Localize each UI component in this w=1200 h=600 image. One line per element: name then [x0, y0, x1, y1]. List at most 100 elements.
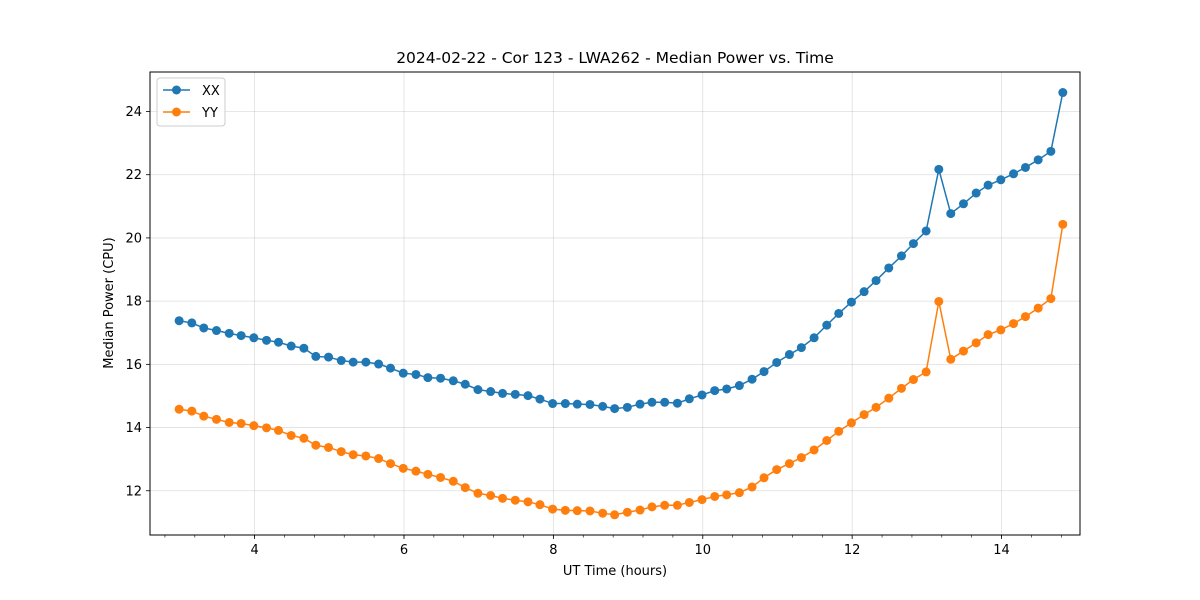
x-tick-label: 8: [549, 543, 557, 558]
data-point-xx: [635, 399, 645, 409]
data-point-yy: [236, 418, 246, 428]
data-point-yy: [523, 497, 533, 507]
data-point-xx: [822, 320, 832, 330]
data-point-yy: [809, 445, 819, 455]
legend-marker-xx: [172, 85, 181, 95]
data-point-yy: [199, 411, 209, 421]
data-point-xx: [1020, 162, 1030, 172]
data-point-xx: [411, 369, 421, 379]
data-point-xx: [1033, 155, 1043, 165]
data-point-yy: [1046, 294, 1056, 304]
data-point-xx: [460, 379, 470, 389]
data-point-yy: [187, 406, 197, 416]
data-point-xx: [734, 381, 744, 391]
x-tick-label: 6: [400, 543, 408, 558]
data-point-xx: [224, 328, 234, 338]
data-point-yy: [684, 497, 694, 507]
data-point-xx: [311, 351, 321, 361]
data-point-xx: [236, 331, 246, 341]
data-point-xx: [262, 335, 272, 345]
data-point-xx: [884, 263, 894, 273]
data-point-xx: [473, 385, 483, 395]
data-point-yy: [908, 375, 918, 385]
ticks: 4 6 8 10 12 14 12 14 16 18 20 22 24: [125, 105, 1062, 558]
data-point-xx: [983, 180, 993, 190]
data-point-yy: [834, 426, 844, 436]
data-point-yy: [174, 404, 184, 414]
data-point-xx: [535, 394, 545, 404]
data-point-xx: [871, 276, 881, 286]
data-point-yy: [1058, 219, 1068, 229]
data-point-xx: [174, 316, 184, 326]
data-point-xx: [486, 387, 496, 397]
data-point-yy: [846, 418, 856, 428]
legend-label-xx: XX: [202, 84, 220, 99]
y-tick-label: 20: [125, 231, 142, 246]
x-tick-label: 14: [993, 543, 1010, 558]
data-point-yy: [224, 417, 234, 427]
y-tick-label: 12: [125, 484, 142, 499]
data-point-yy: [859, 410, 869, 420]
data-point-xx: [548, 399, 558, 409]
data-point-yy: [734, 488, 744, 498]
data-point-xx: [834, 308, 844, 318]
data-point-xx: [971, 188, 981, 198]
data-point-xx: [1046, 146, 1056, 156]
data-point-yy: [1020, 312, 1030, 322]
data-point-yy: [635, 505, 645, 515]
data-point-xx: [498, 388, 508, 398]
data-point-yy: [796, 453, 806, 463]
data-point-yy: [884, 393, 894, 403]
data-point-yy: [473, 488, 483, 498]
data-point-xx: [610, 404, 620, 414]
data-point-yy: [710, 491, 720, 501]
data-point-yy: [548, 504, 558, 514]
data-point-yy: [958, 346, 968, 356]
data-point-yy: [572, 506, 582, 516]
data-point-xx: [672, 398, 682, 408]
data-point-yy: [722, 490, 732, 500]
data-point-xx: [598, 401, 608, 411]
data-point-xx: [796, 343, 806, 353]
data-point-xx: [436, 373, 446, 383]
data-point-xx: [585, 399, 595, 409]
data-point-xx: [934, 164, 944, 174]
chart-title: 2024-02-22 - Cor 123 - LWA262 - Median P…: [396, 49, 834, 67]
data-point-xx: [759, 367, 769, 377]
x-axis-label: UT Time (hours): [563, 564, 667, 579]
data-point-yy: [348, 450, 358, 460]
legend-marker-yy: [172, 107, 181, 117]
data-point-yy: [273, 425, 283, 435]
data-point-xx: [523, 391, 533, 401]
data-point-xx: [722, 384, 732, 394]
data-point-yy: [921, 367, 931, 377]
data-point-yy: [871, 402, 881, 412]
data-point-xx: [846, 297, 856, 307]
data-point-xx: [772, 357, 782, 367]
data-point-xx: [958, 199, 968, 209]
data-point-yy: [448, 476, 458, 486]
data-point-xx: [996, 175, 1006, 185]
data-point-xx: [423, 373, 433, 383]
data-point-xx: [336, 356, 346, 366]
data-point-yy: [262, 423, 272, 433]
x-tick-label: 12: [844, 543, 861, 558]
data-point-yy: [747, 482, 757, 492]
legend-label-yy: YY: [201, 106, 218, 121]
grid: [150, 72, 1080, 535]
data-point-yy: [286, 430, 296, 440]
plot-area: [174, 88, 1068, 520]
data-point-yy: [249, 421, 259, 431]
data-point-xx: [660, 397, 670, 407]
data-point-yy: [560, 505, 570, 515]
data-point-xx: [710, 386, 720, 396]
y-tick-label: 14: [125, 421, 142, 436]
data-point-yy: [946, 354, 956, 364]
data-point-xx: [697, 390, 707, 400]
data-point-yy: [460, 483, 470, 493]
data-point-yy: [647, 502, 657, 512]
data-point-xx: [908, 239, 918, 249]
data-point-xx: [510, 389, 520, 399]
data-point-yy: [996, 325, 1006, 335]
